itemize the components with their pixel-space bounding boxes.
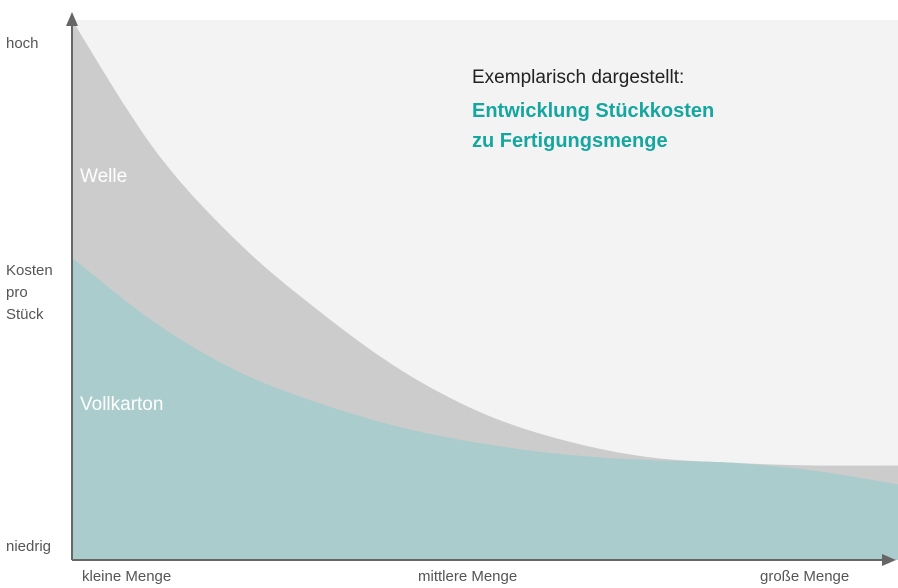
chart-title: Entwicklung Stückkosten zu Fertigungsmen… xyxy=(472,100,715,152)
x-axis-label-large: große Menge xyxy=(760,568,850,585)
x-axis-label-mid: mittlere Menge xyxy=(418,568,518,585)
series-areas xyxy=(72,20,898,560)
y-axis-label-low: niedrig xyxy=(6,538,52,555)
series-label-welle: Welle xyxy=(80,166,127,187)
chart-title-block: Exemplarisch dargestellt: Entwicklung St… xyxy=(472,64,714,156)
y-axis-label-high: hoch xyxy=(6,35,39,52)
y-axis-title: Kosten pro Stück xyxy=(6,262,53,323)
x-axis-label-small: kleine Menge xyxy=(82,568,172,585)
series-label-vollkarton: Vollkarton xyxy=(80,394,163,415)
y-axis-arrow-icon xyxy=(66,12,78,26)
x-axis-arrow-icon xyxy=(882,554,896,566)
series-labels: Welle Vollkarton xyxy=(80,166,163,415)
series-area-vollkarton xyxy=(72,257,898,560)
chart-pretitle: Exemplarisch dargestellt: xyxy=(472,67,685,88)
